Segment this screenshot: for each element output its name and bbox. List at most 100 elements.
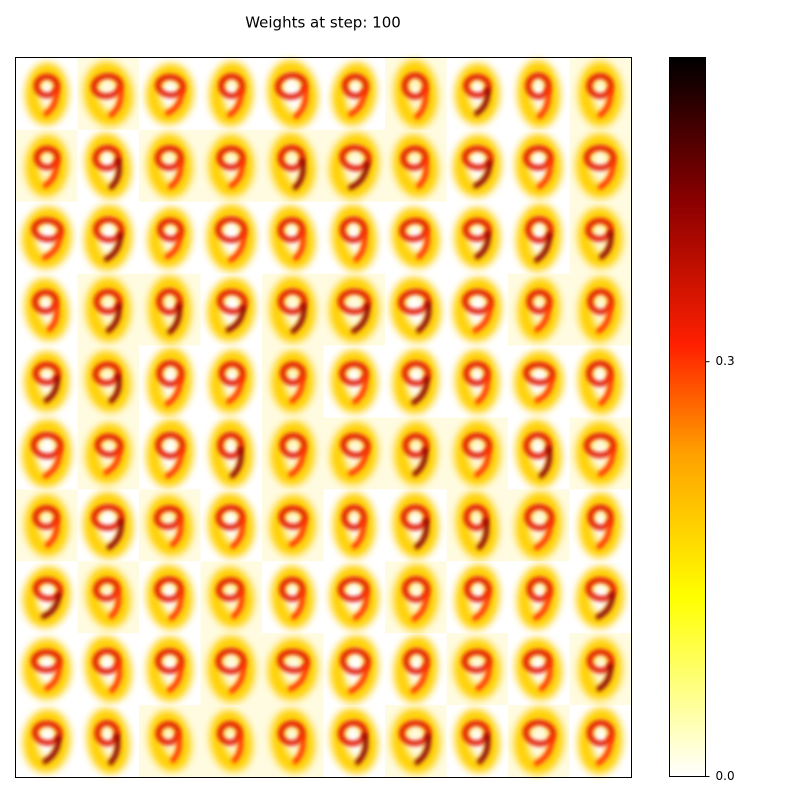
digit-halo [25, 62, 69, 125]
weight-cell [77, 417, 139, 490]
digit-stroke [218, 361, 246, 386]
digit-stroke [413, 86, 429, 120]
digit-stroke [216, 145, 246, 170]
digit-stroke [43, 662, 62, 692]
weight-cell [16, 561, 78, 634]
digit-stroke [278, 720, 306, 746]
digit-halo [209, 350, 254, 413]
digit-halo [454, 421, 501, 486]
digit-halo [271, 565, 315, 629]
digit-halo [329, 277, 380, 343]
digit-stroke [280, 361, 306, 386]
weight-cell [16, 129, 78, 202]
digit-stroke [94, 720, 120, 746]
digit-halo [332, 62, 377, 126]
digit-halo [392, 349, 439, 414]
digit-stroke [155, 721, 181, 746]
weight-cell [569, 201, 631, 274]
digit-stroke [347, 89, 368, 118]
digit-halo [517, 565, 561, 630]
image-frame [15, 57, 632, 778]
weight-cell [200, 705, 262, 777]
weight-cell [569, 705, 631, 777]
weight-cell [16, 345, 78, 418]
digit-stroke [229, 446, 244, 480]
digit-stroke [228, 662, 246, 695]
digit-halo [209, 710, 253, 772]
digit-halo [329, 133, 379, 199]
weight-cell [323, 489, 385, 562]
weight-cell [569, 58, 631, 130]
digit-halo [517, 278, 561, 342]
digit-stroke [94, 289, 123, 315]
digit-stroke [347, 664, 370, 695]
digit-stroke [103, 232, 123, 263]
chart-title: Weights at step: 100 [245, 14, 401, 32]
weight-cell [16, 705, 78, 777]
weight-cell [200, 345, 262, 418]
digit-stroke [215, 648, 247, 675]
digit-halo [393, 564, 439, 631]
digit-halo [578, 638, 623, 701]
weight-cell [385, 705, 447, 777]
digit-halo [23, 566, 71, 628]
digit-stroke [169, 517, 184, 549]
digit-stroke [32, 720, 63, 746]
weight-cell [77, 561, 139, 634]
weight-cell [262, 129, 324, 202]
digit-stroke [596, 663, 614, 693]
weight-cell [323, 705, 385, 777]
digit-stroke [41, 232, 63, 261]
digit-stroke [108, 157, 122, 191]
weight-cell [385, 129, 447, 202]
digit-halo [146, 636, 193, 702]
digit-halo [208, 134, 255, 197]
digit-stroke [93, 217, 125, 243]
image-grid [16, 58, 631, 777]
weight-cell [139, 201, 201, 274]
digit-stroke [523, 361, 556, 386]
digit-halo [578, 348, 623, 415]
weight-cell [139, 561, 201, 634]
digit-stroke [585, 577, 617, 602]
digit-stroke [474, 662, 492, 692]
digit-halo [22, 638, 71, 700]
weight-cell [508, 561, 570, 634]
digit-halo [454, 709, 500, 773]
digit-stroke [164, 89, 185, 117]
weight-cell [262, 58, 324, 130]
digit-stroke [156, 288, 183, 315]
digit-stroke [402, 576, 431, 603]
digit-halo [269, 494, 316, 556]
digit-halo [207, 636, 256, 703]
digit-halo [329, 565, 379, 630]
digit-stroke [155, 648, 185, 674]
digit-stroke [347, 161, 370, 191]
weight-cell [200, 129, 262, 202]
digit-stroke [155, 145, 184, 171]
digit-stroke [154, 505, 183, 530]
digit-stroke [415, 229, 430, 261]
digit-halo [148, 710, 192, 772]
digit-halo [456, 492, 499, 559]
digit-halo [207, 277, 256, 342]
digit-stroke [538, 661, 553, 693]
digit-stroke [462, 720, 490, 746]
weight-cell [262, 345, 324, 418]
digit-stroke [154, 576, 184, 602]
weight-cell [200, 201, 262, 274]
digit-halo [146, 494, 193, 556]
digit-halo [517, 60, 561, 128]
digit-stroke [164, 448, 185, 480]
digit-stroke [476, 733, 491, 766]
digit-halo [85, 566, 131, 628]
digit-stroke [292, 85, 309, 120]
weight-cell [77, 489, 139, 562]
digit-halo [333, 492, 376, 558]
colorbar-tick-label: 0.3 [716, 354, 735, 368]
digit-stroke [403, 648, 430, 675]
colorbar [669, 57, 706, 777]
digit-stroke [291, 158, 306, 191]
digit-halo [391, 708, 441, 774]
digit-stroke [42, 87, 59, 118]
